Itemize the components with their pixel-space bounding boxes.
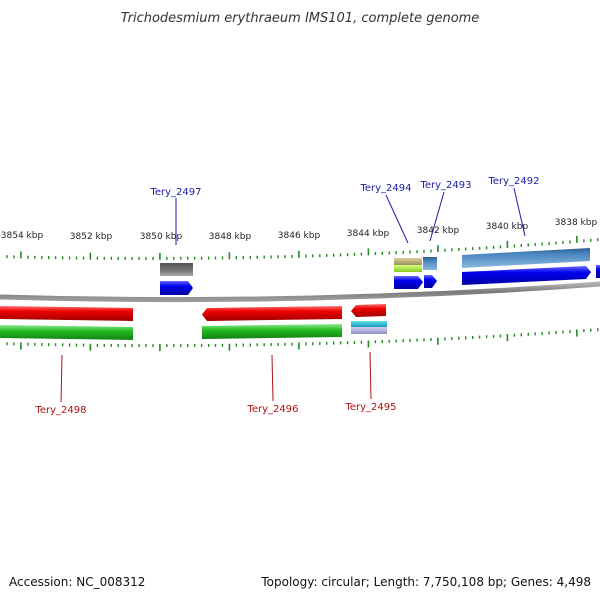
gene-cds-2498[interactable] — [0, 306, 133, 321]
gene-label-tery-2494[interactable]: Tery_2494 — [359, 183, 411, 194]
gene-label-tery-2496[interactable]: Tery_2496 — [246, 404, 298, 415]
gene-feature-2497[interactable] — [160, 263, 193, 276]
gene-feature-2494-b[interactable] — [394, 265, 422, 272]
reverse-strand-features — [0, 304, 387, 340]
genome-summary-text: Topology: circular; Length: 7,750,108 bp… — [260, 575, 591, 589]
gene-label-tery-2495[interactable]: Tery_2495 — [344, 402, 396, 413]
gene-feature-2494-a[interactable] — [394, 258, 422, 265]
gene-cds-2495[interactable] — [351, 304, 386, 317]
leader-line-2492 — [513, 187, 526, 237]
scale-label: 3846 kbp — [278, 231, 321, 241]
scale-label: 3854 kbp — [1, 231, 44, 241]
scale-label: 3844 kbp — [347, 229, 390, 239]
scale-label: 3848 kbp — [209, 232, 252, 242]
scale-ticks-upper — [6, 235, 599, 260]
leader-line-2495 — [369, 351, 372, 400]
forward-strand-features — [160, 248, 600, 295]
scale-label: 3840 kbp — [486, 222, 529, 232]
map-title: Trichodesmium erythraeum IMS101, complet… — [121, 11, 480, 26]
scale-label: 3852 kbp — [70, 232, 113, 242]
leader-line-2498 — [60, 354, 63, 403]
leader-line-2493 — [429, 191, 445, 242]
gene-feature-2498[interactable] — [0, 325, 133, 340]
gene-label-tery-2492[interactable]: Tery_2492 — [487, 176, 539, 187]
gene-feature-2493[interactable] — [423, 257, 437, 270]
gene-labels: Tery_2497 Tery_2494 Tery_2493 Tery_2492 … — [34, 176, 539, 416]
gene-label-tery-2498[interactable]: Tery_2498 — [34, 405, 86, 416]
gene-cds-2492[interactable] — [462, 266, 591, 285]
gene-label-tery-2493[interactable]: Tery_2493 — [419, 180, 471, 191]
gene-label-tery-2497[interactable]: Tery_2497 — [149, 187, 201, 198]
gene-cds-2497[interactable] — [160, 281, 193, 295]
gene-cds-edge[interactable] — [596, 265, 600, 278]
gene-cds-2496[interactable] — [202, 306, 342, 321]
gene-feature-2495-b[interactable] — [351, 327, 387, 334]
gene-cds-2494[interactable] — [394, 276, 423, 289]
accession-text: Accession: NC_008312 — [9, 575, 145, 589]
gene-cds-2493[interactable] — [424, 275, 437, 288]
gene-feature-2495-a[interactable] — [351, 321, 387, 327]
scale-label: 3842 kbp — [417, 226, 460, 236]
scale-ticks-lower — [6, 328, 599, 352]
genome-backbone — [0, 281, 600, 303]
leader-lines — [60, 187, 526, 403]
scale-label: 3850 kbp — [140, 232, 183, 242]
gene-feature-2492[interactable] — [462, 248, 590, 268]
gene-feature-2496[interactable] — [202, 324, 342, 339]
leader-line-2494 — [385, 194, 409, 244]
scale-labels: 3854 kbp 3852 kbp 3850 kbp 3848 kbp 3846… — [1, 218, 598, 242]
scale-label: 3838 kbp — [555, 218, 598, 228]
leader-line-2496 — [271, 354, 274, 402]
